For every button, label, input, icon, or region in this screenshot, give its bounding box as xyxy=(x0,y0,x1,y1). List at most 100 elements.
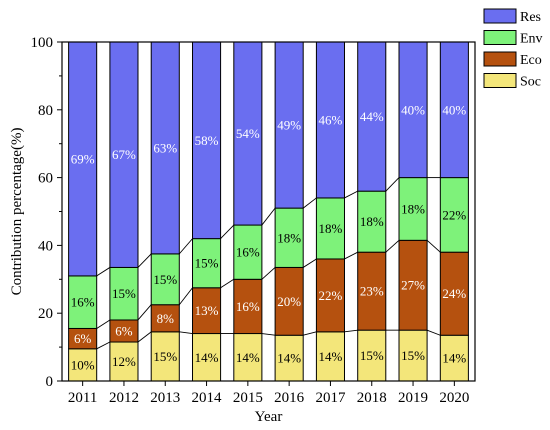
y-axis-title: Contribution percentage(%) xyxy=(9,128,25,296)
data-label-eco-2012: 6% xyxy=(115,323,133,338)
connector-env-2011 xyxy=(96,267,111,277)
legend-label-eco: Eco xyxy=(520,53,542,68)
data-label-res-2012: 67% xyxy=(112,147,136,162)
connector-env-2018 xyxy=(385,177,400,192)
x-tick-label-2015: 2015 xyxy=(233,390,263,406)
data-label-res-2016: 49% xyxy=(277,118,301,133)
legend-label-soc: Soc xyxy=(520,75,541,90)
data-label-res-2020: 40% xyxy=(442,102,466,117)
data-label-res-2019: 40% xyxy=(401,102,425,117)
bar-env-2017 xyxy=(315,197,345,260)
data-label-res-2011: 69% xyxy=(71,151,95,166)
data-label-res-2013: 63% xyxy=(153,140,177,155)
data-label-env-2015: 16% xyxy=(236,245,260,260)
legend-swatch-soc xyxy=(483,73,517,88)
bar-res-2018 xyxy=(357,41,387,192)
connector-soc-2016 xyxy=(303,331,317,336)
connector-eco-2011 xyxy=(96,319,111,329)
bars-layer xyxy=(68,41,469,382)
connector-eco-2014 xyxy=(220,278,235,289)
bar-res-2011 xyxy=(68,41,98,277)
bar-soc-2019 xyxy=(398,329,428,382)
x-tick-label-2011: 2011 xyxy=(68,390,97,406)
legend-label-env: Env xyxy=(520,32,543,47)
data-label-eco-2020: 24% xyxy=(442,286,466,301)
y-tick-label-80: 80 xyxy=(38,103,53,119)
bar-env-2014 xyxy=(192,238,222,289)
bar-res-2020 xyxy=(439,41,469,179)
data-label-soc-2012: 12% xyxy=(112,354,136,369)
data-label-eco-2013: 8% xyxy=(157,311,175,326)
connector-soc-2011 xyxy=(96,341,111,350)
connector-eco-2019 xyxy=(426,239,441,253)
x-tick-label-2019: 2019 xyxy=(398,390,428,406)
legend-swatch-eco xyxy=(483,51,517,67)
connector-soc-2017 xyxy=(344,329,358,333)
data-label-res-2014: 58% xyxy=(195,133,219,148)
y-tick-label-20: 20 xyxy=(38,306,53,322)
data-label-eco-2016: 20% xyxy=(277,294,301,309)
data-label-soc-2014: 14% xyxy=(195,350,219,365)
legend: Res Env Eco Soc xyxy=(483,8,543,90)
y-tick-label-100: 100 xyxy=(31,35,54,51)
bar-env-2016 xyxy=(274,207,304,268)
data-label-soc-2018: 15% xyxy=(360,348,384,363)
bar-res-2017 xyxy=(315,41,345,199)
data-label-env-2019: 18% xyxy=(401,201,425,216)
x-tick-label-2020: 2020 xyxy=(439,390,469,406)
bar-res-2014 xyxy=(192,41,222,240)
connector-env-2012 xyxy=(137,253,152,268)
connector-env-2014 xyxy=(220,224,235,239)
data-label-env-2013: 15% xyxy=(153,272,177,287)
bar-eco-2018 xyxy=(357,251,387,331)
data-label-soc-2015: 14% xyxy=(236,350,260,365)
bar-soc-2011 xyxy=(68,348,98,382)
y-axis: 0 20 40 60 80 100 xyxy=(31,35,62,390)
connector-soc-2012 xyxy=(137,331,152,343)
data-label-env-2017: 18% xyxy=(319,221,343,236)
connector-soc-2015 xyxy=(261,333,276,336)
data-label-soc-2011: 10% xyxy=(71,357,95,372)
connector-env-2015 xyxy=(261,207,276,226)
connector-eco-2017 xyxy=(344,251,358,260)
bar-res-2016 xyxy=(274,41,304,209)
data-label-eco-2019: 27% xyxy=(401,278,425,293)
x-axis-title: Year xyxy=(255,409,283,425)
data-label-env-2011: 16% xyxy=(71,295,95,310)
data-label-eco-2017: 22% xyxy=(319,288,343,303)
bar-env-2018 xyxy=(357,190,387,253)
x-tick-label-2017: 2017 xyxy=(315,390,346,406)
data-label-env-2014: 15% xyxy=(195,256,219,271)
bar-soc-2015 xyxy=(233,333,263,382)
data-label-eco-2011: 6% xyxy=(74,331,92,346)
connector-eco-2013 xyxy=(178,287,193,306)
data-label-res-2018: 44% xyxy=(360,109,384,124)
bar-res-2013 xyxy=(150,41,180,255)
legend-label-res: Res xyxy=(520,10,541,25)
x-tick-label-2016: 2016 xyxy=(274,390,305,406)
data-label-env-2012: 15% xyxy=(112,286,136,301)
bar-eco-2013 xyxy=(150,304,180,333)
connector-eco-2012 xyxy=(137,304,152,321)
y-tick-label-0: 0 xyxy=(46,374,54,390)
x-tick-label-2012: 2012 xyxy=(109,390,139,406)
data-label-soc-2019: 15% xyxy=(401,348,425,363)
data-label-soc-2020: 14% xyxy=(442,351,466,366)
bar-soc-2017 xyxy=(315,331,345,382)
data-label-soc-2013: 15% xyxy=(153,349,177,364)
bar-env-2012 xyxy=(109,266,139,321)
connector-soc-2013 xyxy=(179,331,193,334)
data-label-eco-2018: 23% xyxy=(360,284,384,299)
connector-env-2013 xyxy=(178,238,193,255)
bar-eco-2015 xyxy=(233,278,263,335)
data-label-env-2018: 18% xyxy=(360,214,384,229)
legend-swatch-res xyxy=(483,8,517,24)
connector-lines xyxy=(96,177,441,350)
data-label-env-2020: 22% xyxy=(442,207,466,222)
x-axis: 2011 2012 2013 2014 2015 2016 2017 2018 2019 2020 xyxy=(68,381,469,406)
data-label-soc-2017: 14% xyxy=(319,349,343,364)
bar-res-2019 xyxy=(398,41,428,179)
data-label-soc-2016: 14% xyxy=(277,351,301,366)
y-tick-label-40: 40 xyxy=(38,238,53,254)
